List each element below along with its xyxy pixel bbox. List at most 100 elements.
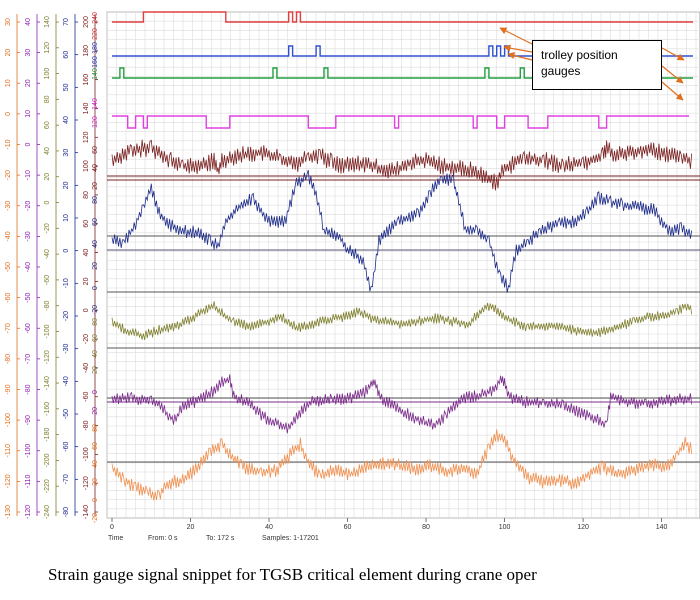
- left-axis-tick-label: 20: [63, 181, 70, 189]
- left-axes: 3020100-10-20-30-40-50-60-70-80-90-100-1…: [5, 14, 98, 519]
- left-axis-tick-label: 60: [44, 121, 51, 129]
- samples-label: Samples: 1-17201: [262, 535, 319, 542]
- series-line: [111, 169, 693, 293]
- inner-axis-tick-label: 120: [92, 116, 99, 128]
- left-axis-tick-label: -80: [44, 301, 51, 311]
- left-axis-tick-label: 160: [83, 74, 90, 86]
- left-axis-tick-label: 100: [44, 68, 51, 80]
- left-axis-tick-label: 120: [44, 42, 51, 54]
- left-axis-tick-label: -130: [5, 505, 12, 519]
- left-axis-tick-label: -10: [5, 139, 12, 149]
- left-axis-tick-label: -100: [5, 413, 12, 427]
- left-axis-tick-label: 20: [44, 173, 51, 181]
- annotation-arrow: [661, 65, 684, 84]
- series-line: [111, 429, 693, 501]
- x-axis-tick-label: 0: [110, 524, 114, 531]
- left-axis-tick-label: -90: [5, 384, 12, 394]
- left-axis-tick-label: 20: [25, 79, 32, 87]
- inner-axis-tick-label: 0: [92, 390, 99, 394]
- left-axis-tick-label: -180: [44, 428, 51, 442]
- left-axis-tick-label: 0: [25, 142, 32, 146]
- x-axis-tick-label: 120: [577, 524, 589, 531]
- left-axis-tick-label: -100: [44, 324, 51, 338]
- inner-axis-tick-label: 20: [92, 262, 99, 270]
- grid-lines: [106, 11, 700, 519]
- left-axis-tick-label: -90: [25, 415, 32, 425]
- left-axis-tick-label: 140: [83, 103, 90, 115]
- left-axis-tick-label: -160: [44, 402, 51, 416]
- series-line: [112, 11, 693, 23]
- x-axis: 0 20 40 60 80 100 120 140: [110, 518, 668, 531]
- left-axis-tick-label: -20: [83, 334, 90, 344]
- left-axis-tick-label: -20: [63, 311, 70, 321]
- left-axis-tick-label: -60: [44, 275, 51, 285]
- trolley-position-annotation: trolley position gauges: [532, 40, 662, 90]
- from-label: From: 0 s: [148, 535, 178, 542]
- inner-axis-tick-label: 140: [92, 68, 99, 80]
- left-axis-tick-label: 180: [83, 45, 90, 57]
- left-axis-tick-label: -60: [83, 392, 90, 402]
- inner-axis-tick-label: -20: [92, 513, 99, 523]
- series-8: [111, 374, 693, 434]
- inner-axis-tick-label: 40: [92, 350, 99, 358]
- left-axis-tick-label: -60: [63, 442, 70, 452]
- left-axis-tick-label: 30: [25, 49, 32, 57]
- left-axis-tick-label: -100: [83, 447, 90, 461]
- time-label: Time: [108, 535, 123, 542]
- left-axis-tick-label: 30: [63, 149, 70, 157]
- inner-axis-tick-label: 180: [92, 42, 99, 54]
- x-axis-tick-label: 40: [265, 524, 273, 531]
- left-axis-tick-label: -120: [25, 505, 32, 519]
- left-axis-tick-label: -110: [25, 475, 32, 489]
- series-6: [111, 169, 693, 293]
- left-axis-tick-label: -40: [5, 231, 12, 241]
- inner-axis-tick-label: 0: [92, 286, 99, 290]
- left-axis-tick-label: -20: [44, 223, 51, 233]
- left-axis-tick-label: 40: [44, 147, 51, 155]
- left-axis-tick-label: -240: [44, 505, 51, 519]
- left-axis-tick-label: 40: [25, 18, 32, 26]
- left-axis-tick-label: 140: [44, 16, 51, 28]
- inner-axis-tick-label: 240: [92, 12, 99, 24]
- inner-axis-tick-label: 20: [92, 478, 99, 486]
- inner-axis-ticks: 240220180160140140120604020806040200-208…: [92, 12, 99, 523]
- left-axis-tick-label: -140: [83, 505, 90, 519]
- annotation-arrows: [499, 27, 685, 101]
- inner-axis-tick-label: -20: [92, 407, 99, 417]
- inner-axis-tick-label: 80: [92, 196, 99, 204]
- left-axis-tick-label: -30: [63, 344, 70, 354]
- left-axis-tick-label: 10: [5, 79, 12, 87]
- left-axis-tick-label: 10: [25, 110, 32, 118]
- left-axis-tick-label: 30: [5, 18, 12, 26]
- inner-axis-tick-label: 20: [92, 182, 99, 190]
- left-axis-tick-label: 20: [83, 277, 90, 285]
- series-4: [112, 115, 690, 129]
- left-axis-tick-label: 60: [63, 51, 70, 59]
- inner-axis-tick-label: 80: [92, 424, 99, 432]
- series-3: [112, 67, 693, 79]
- inner-axis-tick-label: 160: [92, 56, 99, 68]
- left-axis-tick-label: -40: [83, 363, 90, 373]
- left-axis-tick-label: 120: [83, 131, 90, 143]
- left-axis-tick-label: -30: [5, 201, 12, 211]
- x-axis-tick-label: 140: [656, 524, 668, 531]
- series-line: [111, 374, 693, 434]
- annotation-arrow: [661, 47, 685, 61]
- left-axis-tick-label: 20: [5, 49, 12, 57]
- inner-axis-tick-label: 80: [92, 318, 99, 326]
- left-axis-tick-label: 80: [83, 191, 90, 199]
- left-axis-tick-label: 40: [83, 249, 90, 257]
- left-axis-tick-label: 10: [63, 214, 70, 222]
- left-axis-tick-label: -30: [25, 231, 32, 241]
- left-axis-tick-label: 0: [63, 249, 70, 253]
- inner-axis-tick-label: 40: [92, 240, 99, 248]
- series-9: [111, 429, 693, 501]
- annotation-arrow: [661, 81, 684, 101]
- inner-axis-tick-label: 60: [92, 334, 99, 342]
- series-line: [112, 115, 690, 129]
- inner-axis-tick-label: 60: [92, 442, 99, 450]
- left-axis-tick-label: 80: [44, 95, 51, 103]
- left-axis-tick-label: -200: [44, 453, 51, 467]
- x-axis-tick-label: 80: [422, 524, 430, 531]
- left-axis-tick-label: 60: [83, 220, 90, 228]
